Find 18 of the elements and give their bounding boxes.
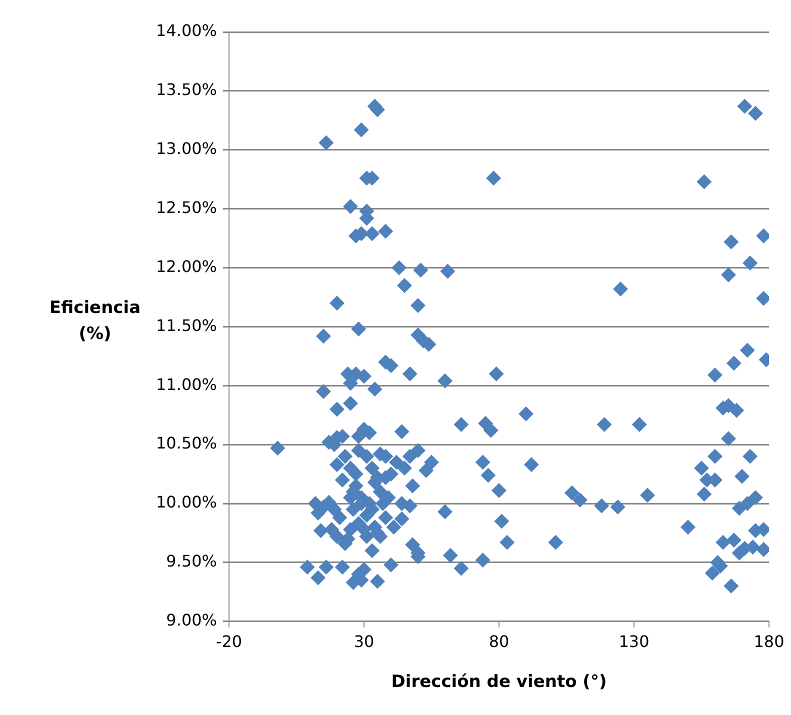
y-tick-label: 13.00% (156, 139, 218, 158)
y-tick-label: 12.50% (156, 198, 218, 217)
y-tick-label: 14.00% (156, 21, 218, 40)
x-tick-label: 130 (618, 632, 650, 652)
y-tick-label: 11.50% (156, 316, 218, 335)
x-tick-label: 30 (354, 632, 374, 652)
x-tick-label: -20 (216, 632, 242, 652)
x-tick-label: 180 (754, 632, 784, 652)
y-tick-label: 12.00% (156, 256, 218, 276)
x-tick-label: 80 (488, 632, 510, 652)
y-tick-label: 9.50% (166, 552, 218, 571)
y-tick-label: 13.50% (156, 80, 218, 100)
y-tick-label: 9.00% (166, 610, 218, 630)
y-axis-title: Eficiencia (%) (48, 297, 142, 346)
x-axis-title: Dirección de viento (°) (391, 672, 607, 692)
y-tick-label: 10.00% (156, 492, 218, 512)
y-tick-label: 11.00% (156, 374, 218, 394)
y-tick-label: 10.50% (156, 434, 218, 453)
